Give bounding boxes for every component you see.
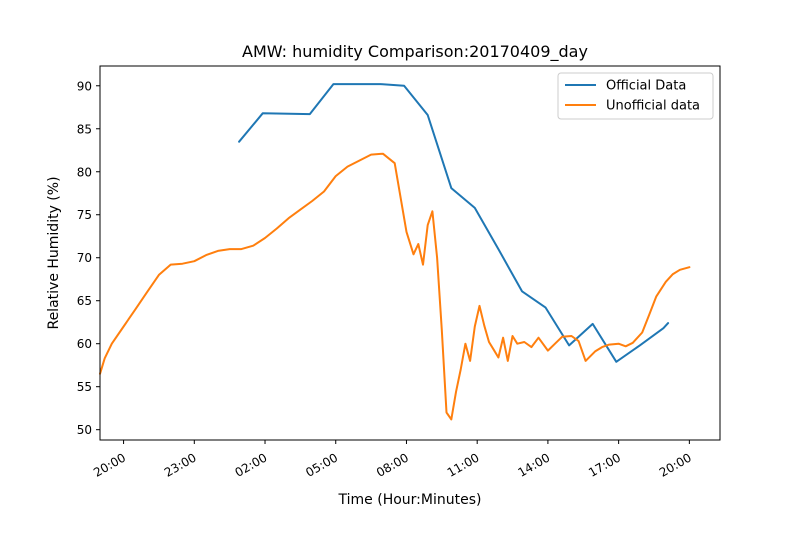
y-tick-label: 70 [77, 251, 92, 265]
y-tick-label: 60 [77, 337, 92, 351]
y-tick-label: 50 [77, 423, 92, 437]
plot-series [99, 83, 691, 421]
y-tick-label: 75 [77, 208, 92, 222]
y-axis-ticks: 50 55 60 65 70 75 80 85 90 [77, 79, 100, 437]
y-axis-title: Relative Humidity (%) [46, 176, 62, 329]
chart-title: AMW: humidity Comparison:20170409_day [242, 42, 588, 62]
y-tick-label: 65 [77, 294, 92, 308]
x-axis-title: Time (Hour:Minutes) [338, 492, 482, 508]
legend-box [557, 72, 714, 120]
legend-label-official: Official Data [606, 79, 686, 94]
y-tick-label: 85 [77, 122, 92, 136]
legend-label-unofficial: Unofficial data [606, 99, 700, 114]
series-line-unofficial [99, 152, 691, 421]
legend: Official Data Unofficial data [557, 72, 714, 120]
y-tick-label: 90 [77, 79, 92, 93]
plot-frame [99, 65, 721, 441]
y-tick-label: 80 [77, 165, 92, 179]
y-tick-label: 55 [77, 380, 92, 394]
series-line-official [238, 83, 670, 363]
